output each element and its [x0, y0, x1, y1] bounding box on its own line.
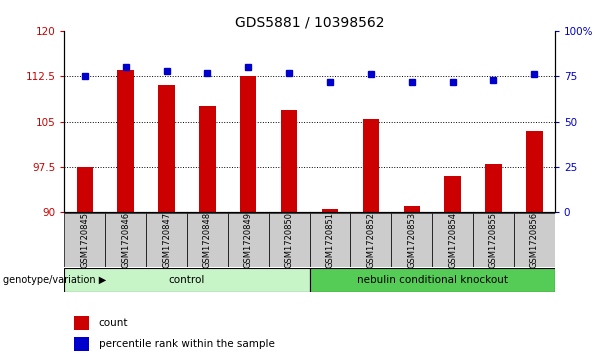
Text: nebulin conditional knockout: nebulin conditional knockout [357, 275, 508, 285]
Bar [228, 213, 268, 267]
Text: percentile rank within the sample: percentile rank within the sample [99, 339, 275, 349]
Bar [432, 213, 473, 267]
Bar [118, 70, 134, 212]
Bar [199, 106, 216, 212]
Bar [526, 131, 543, 212]
Bar [391, 213, 432, 267]
Text: GSM1720856: GSM1720856 [530, 212, 539, 268]
Text: GSM1720849: GSM1720849 [244, 212, 253, 268]
Bar [187, 213, 228, 267]
Bar [105, 213, 146, 267]
Bar [281, 110, 297, 212]
Bar [473, 213, 514, 267]
Text: control: control [169, 275, 205, 285]
Text: GSM1720855: GSM1720855 [489, 212, 498, 268]
Bar [485, 164, 501, 212]
Bar [444, 176, 461, 212]
Text: count: count [99, 318, 128, 328]
Text: GSM1720850: GSM1720850 [284, 212, 294, 268]
Bar [363, 119, 379, 212]
Text: GSM1720846: GSM1720846 [121, 212, 130, 268]
Bar [310, 213, 351, 267]
Bar [403, 206, 420, 212]
Title: GDS5881 / 10398562: GDS5881 / 10398562 [235, 16, 384, 30]
Bar [64, 268, 310, 292]
Bar [158, 85, 175, 212]
Text: GSM1720847: GSM1720847 [162, 212, 171, 268]
Text: GSM1720845: GSM1720845 [80, 212, 89, 268]
Bar [64, 213, 105, 267]
Text: GSM1720851: GSM1720851 [326, 212, 335, 268]
Text: GSM1720852: GSM1720852 [367, 212, 375, 268]
Bar [74, 315, 89, 330]
Bar [240, 76, 256, 212]
Bar [310, 268, 555, 292]
Bar [146, 213, 187, 267]
Text: genotype/variation ▶: genotype/variation ▶ [3, 275, 106, 285]
Bar [514, 213, 555, 267]
Bar [268, 213, 310, 267]
Bar [74, 337, 89, 351]
Bar [77, 167, 93, 212]
Text: GSM1720854: GSM1720854 [448, 212, 457, 268]
Text: GSM1720848: GSM1720848 [203, 212, 212, 268]
Bar [322, 209, 338, 212]
Text: GSM1720853: GSM1720853 [407, 212, 416, 268]
Bar [351, 213, 391, 267]
